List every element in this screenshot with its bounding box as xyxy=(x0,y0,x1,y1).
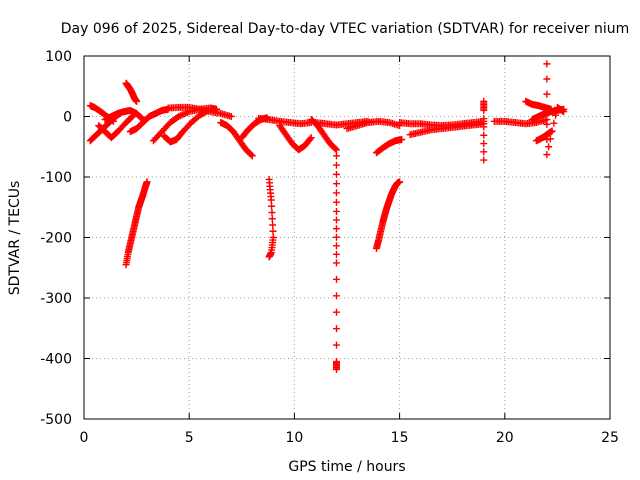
y-tick-label: 100 xyxy=(45,49,72,65)
data-point xyxy=(480,140,488,148)
y-axis-label: SDTVAR / TECUs xyxy=(7,181,23,296)
series-arc-x xyxy=(480,97,488,164)
series-arc-c xyxy=(95,113,136,142)
data-point xyxy=(307,134,315,142)
data-point xyxy=(332,170,340,178)
series-arc-m xyxy=(255,114,315,128)
data-point xyxy=(398,135,406,143)
y-tick-label: 0 xyxy=(63,110,72,126)
series-arc-cc xyxy=(543,60,568,159)
data-point xyxy=(332,308,340,316)
series-arc-y xyxy=(490,116,551,128)
series-arc-e xyxy=(101,106,147,124)
x-tick-label: 5 xyxy=(185,430,194,446)
grid-layer xyxy=(84,56,610,419)
data-point xyxy=(559,107,567,115)
series-arc-t xyxy=(372,178,404,252)
data-point xyxy=(552,111,560,119)
data-point xyxy=(267,196,275,204)
data-point xyxy=(227,113,235,120)
data-point xyxy=(480,115,488,123)
data-point xyxy=(269,221,277,229)
y-tick-label: -500 xyxy=(40,412,72,428)
y-tick-label: -300 xyxy=(40,291,72,307)
data-point xyxy=(332,189,340,197)
data-point xyxy=(543,60,551,68)
data-point xyxy=(133,97,141,105)
data-point xyxy=(550,119,558,127)
x-tick-label: 10 xyxy=(285,430,303,446)
data-point xyxy=(546,135,554,143)
data-point xyxy=(543,90,551,98)
series-arc-d xyxy=(122,79,141,105)
data-point xyxy=(332,233,340,241)
data-point xyxy=(247,151,255,159)
data-point xyxy=(480,131,488,139)
data-point xyxy=(332,207,340,215)
y-tick-label: -200 xyxy=(40,231,72,247)
data-point xyxy=(332,161,340,169)
data-point xyxy=(332,250,340,258)
axis-layer: 0 5 10 15 20 25 100 0 -100 -200 -300 -400 -500 xyxy=(40,49,619,446)
data-point xyxy=(548,127,556,135)
data-point xyxy=(332,341,340,349)
data-point xyxy=(543,105,551,113)
series-arc-f xyxy=(126,105,172,136)
data-point xyxy=(543,120,551,128)
data-point xyxy=(265,253,273,261)
data-point xyxy=(332,152,340,160)
y-tick-label: -100 xyxy=(40,170,72,186)
chart-title: Day 096 of 2025, Sidereal Day-to-day VTE… xyxy=(61,21,630,37)
data-point xyxy=(545,143,553,151)
series-arc-o xyxy=(276,122,315,154)
data-point xyxy=(332,225,340,233)
x-axis-label: GPS time / hours xyxy=(288,459,405,475)
series-arc-k xyxy=(217,119,256,160)
data-point xyxy=(306,135,314,143)
data-point xyxy=(332,365,340,373)
data-point xyxy=(248,152,256,160)
data-point xyxy=(127,114,135,122)
x-tick-label: 25 xyxy=(601,430,619,446)
data-point xyxy=(332,275,340,283)
data-point xyxy=(143,178,151,186)
data-point xyxy=(332,198,340,206)
data-point xyxy=(268,202,276,210)
data-point xyxy=(332,180,340,188)
data-point xyxy=(332,259,340,267)
data-point xyxy=(332,325,340,333)
series-arc-j xyxy=(164,103,235,120)
data-point xyxy=(543,75,551,83)
x-tick-label: 15 xyxy=(391,430,409,446)
series-arc-u xyxy=(372,135,406,157)
data-point xyxy=(480,148,488,156)
data-point xyxy=(543,151,551,159)
y-tick-label: -400 xyxy=(40,352,72,368)
data-point xyxy=(480,106,488,114)
data-point xyxy=(480,123,488,131)
data-points xyxy=(86,60,568,373)
series-arc-n xyxy=(265,175,277,261)
data-point xyxy=(332,146,340,154)
data-point xyxy=(331,145,339,153)
data-point xyxy=(480,156,488,164)
series-arc-w xyxy=(406,120,488,139)
data-point xyxy=(332,292,340,300)
x-tick-label: 0 xyxy=(80,430,89,446)
data-point xyxy=(269,227,277,235)
data-point xyxy=(560,108,568,116)
data-point xyxy=(109,117,117,125)
data-point xyxy=(268,215,276,223)
data-point xyxy=(332,242,340,250)
data-point xyxy=(268,208,276,216)
data-point xyxy=(332,216,340,224)
data-point xyxy=(396,178,404,186)
series-arc-s xyxy=(343,117,404,133)
series-arc-g xyxy=(122,178,151,269)
x-tick-label: 20 xyxy=(496,430,514,446)
series-arc-r xyxy=(332,152,340,373)
